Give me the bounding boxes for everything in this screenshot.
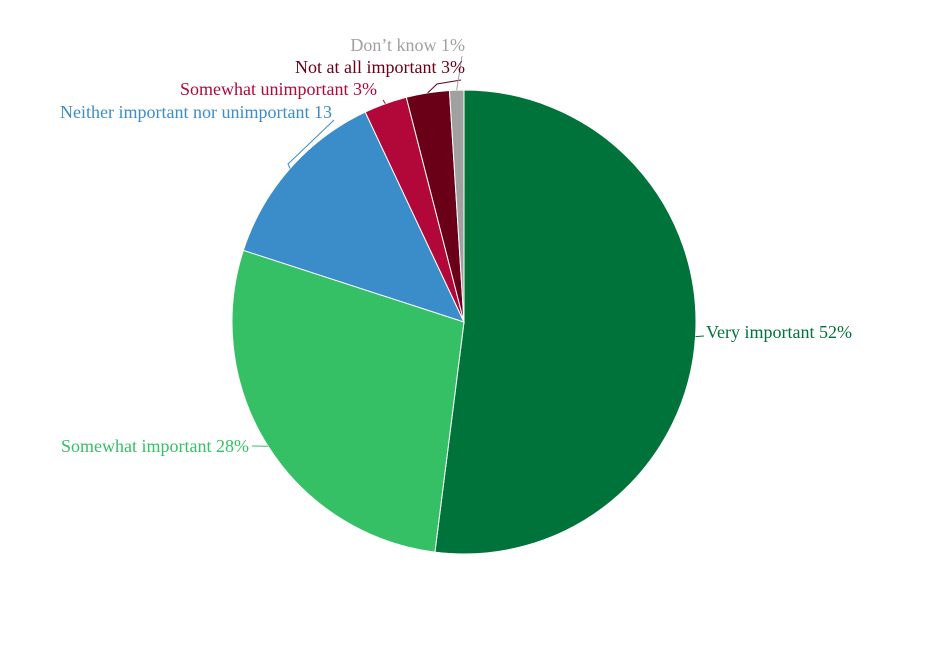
label-somewhat-unimportant: Somewhat unimportant 3% [180,79,377,99]
slice-somewhat-important [231,249,465,553]
leader-line-somewhat-unimportant [382,99,386,104]
label-somewhat-important: Somewhat important 28% [61,436,249,456]
leader-line-neither [287,119,335,169]
label-very-important: Very important 52% [706,322,852,342]
leader-line-very-important [695,335,705,338]
leader-line-dont-know [456,55,463,91]
slice-labels: Very important 52% Somewhat important 28… [60,35,852,456]
label-not-at-all-important: Not at all important 3% [295,57,465,77]
leader-line-not-at-all-important [427,79,462,94]
label-dont-know: Don’t know 1% [350,35,465,55]
slice-neither [242,111,465,323]
label-neither: Neither important nor unimportant 13 [60,102,332,122]
slice-dont-know [448,89,465,323]
slice-very-important [434,89,697,555]
pie-slices [231,89,697,555]
label-leader-lines [251,55,705,447]
